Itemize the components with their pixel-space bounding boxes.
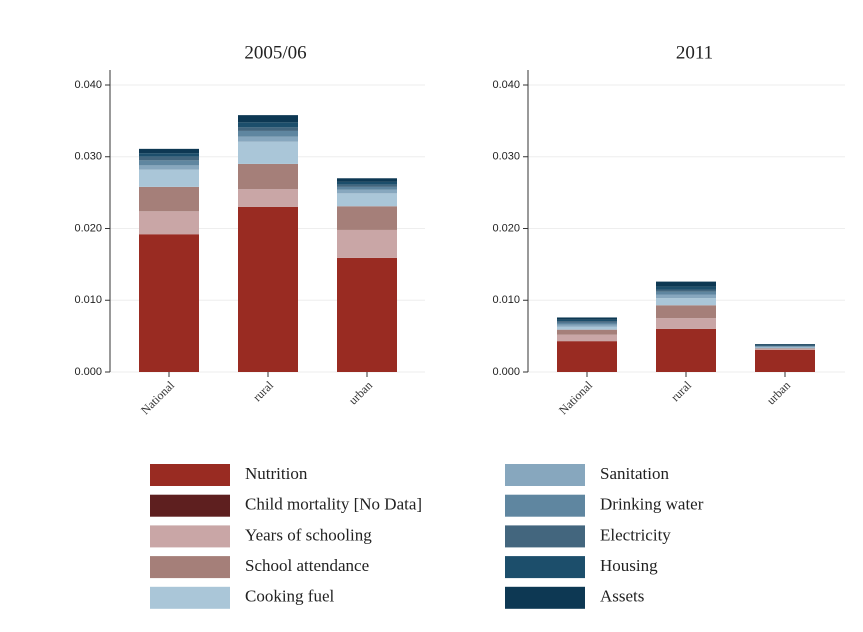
bar-segment bbox=[557, 317, 617, 320]
bar-segment bbox=[755, 344, 815, 345]
bar-segment bbox=[656, 289, 716, 292]
bar-segment bbox=[656, 298, 716, 306]
bar-segment bbox=[656, 305, 716, 319]
bar-segment bbox=[755, 347, 815, 349]
legend-swatch bbox=[150, 464, 230, 486]
y-tick-label: 0.040 bbox=[492, 79, 520, 91]
bar-segment bbox=[337, 189, 397, 194]
y-tick-label: 0.040 bbox=[74, 79, 102, 91]
bar-segment bbox=[139, 169, 199, 187]
bar-segment bbox=[238, 115, 298, 123]
legend-swatch bbox=[505, 494, 585, 517]
legend-label: Nutrition bbox=[245, 464, 308, 483]
bar-segment bbox=[557, 329, 617, 335]
y-tick-label: 0.010 bbox=[74, 294, 102, 306]
bar-segment bbox=[755, 349, 815, 350]
x-tick-label: rural bbox=[250, 378, 276, 404]
y-tick-label: 0.020 bbox=[492, 222, 520, 234]
legend-label: Drinking water bbox=[600, 495, 704, 514]
legend-swatch bbox=[505, 464, 585, 486]
legend-label: Sanitation bbox=[600, 464, 669, 483]
panel-title: 2011 bbox=[676, 42, 713, 63]
y-tick-label: 0.030 bbox=[74, 151, 102, 163]
bar-segment bbox=[139, 234, 199, 372]
bar-segment bbox=[755, 346, 815, 347]
bar-segment bbox=[238, 127, 298, 131]
legend-label: Housing bbox=[600, 556, 658, 575]
bar-segment bbox=[238, 206, 298, 372]
bar-segment bbox=[238, 136, 298, 142]
bar-segment bbox=[337, 181, 397, 185]
bar-segment bbox=[337, 229, 397, 258]
bar-segment bbox=[557, 324, 617, 327]
legend-swatch bbox=[150, 525, 230, 548]
legend-swatch bbox=[505, 556, 585, 579]
bar-segment bbox=[139, 156, 199, 161]
bar-segment bbox=[139, 148, 199, 154]
legend-swatch bbox=[505, 525, 585, 548]
bar-segment bbox=[557, 326, 617, 330]
legend-swatch bbox=[150, 494, 230, 517]
legend-swatch bbox=[150, 586, 230, 609]
x-tick-label: urban bbox=[764, 378, 793, 407]
x-tick-label: National bbox=[138, 378, 178, 418]
legend-swatch bbox=[150, 556, 230, 579]
y-tick-label: 0.000 bbox=[492, 366, 520, 378]
panel-title: 2005/06 bbox=[244, 42, 306, 63]
bar-segment bbox=[139, 165, 199, 170]
bar-segment bbox=[139, 186, 199, 212]
bar-segment bbox=[656, 281, 716, 287]
bar-segment bbox=[755, 345, 815, 347]
bar-segment bbox=[656, 318, 716, 329]
legend-label: Child mortality [No Data] bbox=[245, 495, 422, 514]
bar-segment bbox=[337, 193, 397, 207]
legend-label: Electricity bbox=[600, 525, 671, 544]
bar-segment bbox=[337, 257, 397, 372]
y-tick-label: 0.000 bbox=[74, 366, 102, 378]
legend-label: Years of schooling bbox=[245, 525, 372, 544]
bar-segment bbox=[337, 178, 397, 182]
bar-segment bbox=[755, 348, 815, 350]
bar-segment bbox=[656, 294, 716, 299]
bar-segment bbox=[557, 321, 617, 323]
bar-segment bbox=[557, 334, 617, 342]
bar-segment bbox=[238, 130, 298, 137]
legend-swatch bbox=[505, 586, 585, 609]
bar-segment bbox=[337, 184, 397, 187]
bar-segment bbox=[656, 328, 716, 372]
bar-segment bbox=[139, 153, 199, 157]
bar-segment bbox=[238, 163, 298, 190]
bar-segment bbox=[238, 189, 298, 207]
y-tick-label: 0.020 bbox=[74, 222, 102, 234]
bar-segment bbox=[337, 186, 397, 190]
bar-segment bbox=[755, 346, 815, 348]
legend-label: School attendance bbox=[245, 556, 369, 575]
x-tick-label: National bbox=[556, 378, 596, 418]
bar-segment bbox=[755, 344, 815, 346]
y-tick-label: 0.030 bbox=[492, 151, 520, 163]
bar-segment bbox=[139, 160, 199, 166]
legend-label: Cooking fuel bbox=[245, 587, 335, 606]
x-tick-label: urban bbox=[346, 378, 375, 407]
bar-segment bbox=[238, 122, 298, 128]
bar-segment bbox=[337, 206, 397, 230]
bar-segment bbox=[755, 349, 815, 372]
y-tick-label: 0.010 bbox=[492, 294, 520, 306]
bar-segment bbox=[656, 291, 716, 295]
bar-segment bbox=[139, 211, 199, 235]
bar-segment bbox=[656, 286, 716, 290]
bar-segment bbox=[557, 341, 617, 372]
bar-segment bbox=[557, 322, 617, 325]
bar-segment bbox=[238, 141, 298, 164]
legend-label: Assets bbox=[600, 587, 644, 606]
x-tick-label: rural bbox=[668, 378, 694, 404]
bar-segment bbox=[557, 319, 617, 322]
